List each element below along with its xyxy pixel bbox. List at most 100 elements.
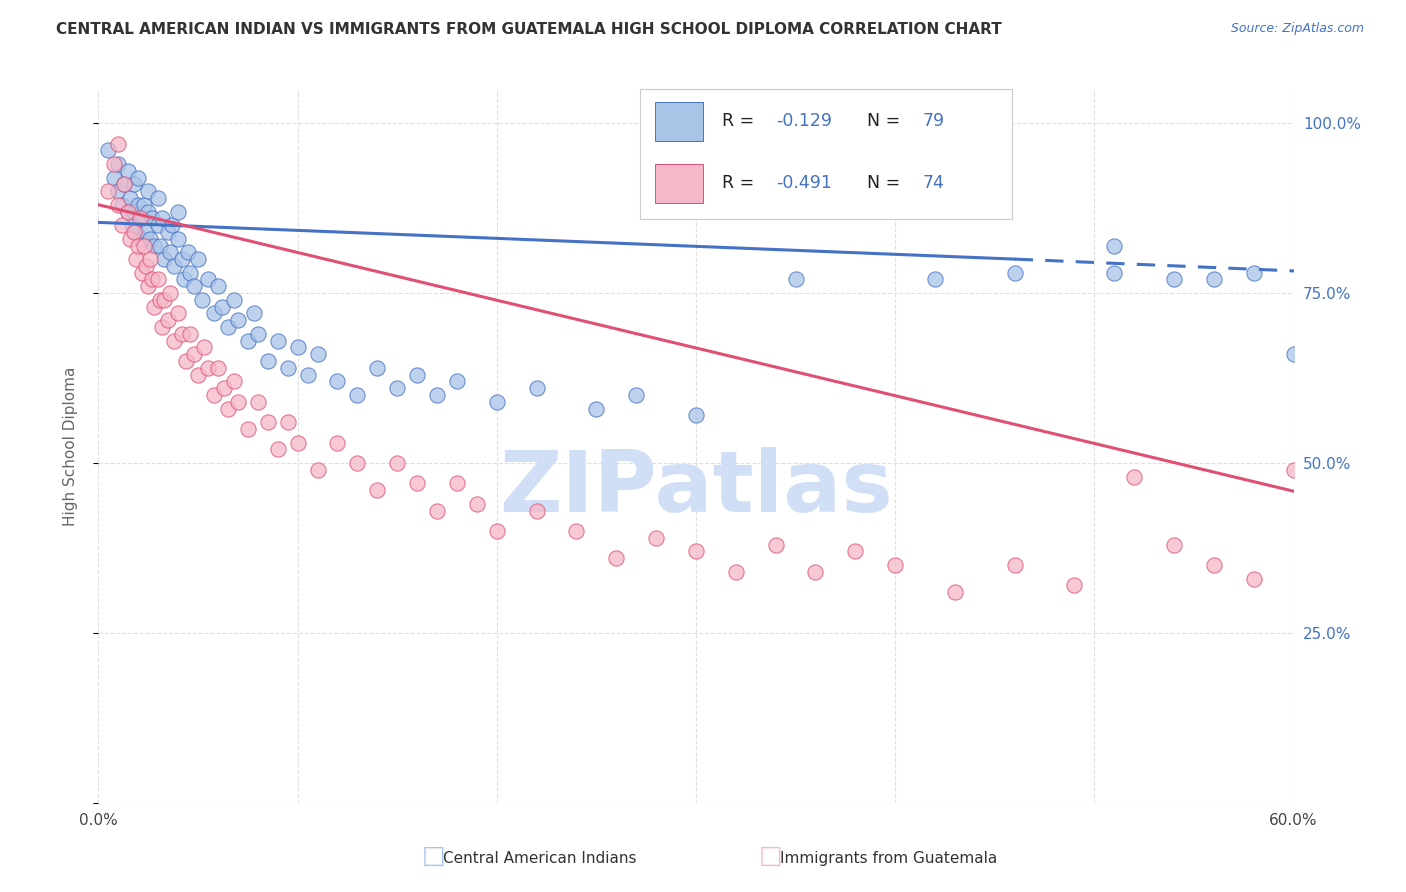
Point — [1004, 266, 1026, 280]
Point — [446, 476, 468, 491]
Point — [131, 211, 153, 226]
Point — [326, 435, 349, 450]
Point — [267, 442, 290, 457]
Point — [112, 178, 135, 192]
Point — [131, 232, 153, 246]
Point — [217, 320, 239, 334]
Point — [287, 341, 309, 355]
Point — [465, 497, 488, 511]
Point — [685, 544, 707, 558]
Point — [173, 272, 195, 286]
Point — [1282, 463, 1305, 477]
Point — [605, 551, 627, 566]
Point — [157, 313, 180, 327]
Point — [585, 401, 607, 416]
Y-axis label: High School Diploma: High School Diploma — [63, 367, 77, 525]
Point — [136, 279, 159, 293]
Text: -0.129: -0.129 — [776, 112, 832, 130]
Point — [426, 388, 449, 402]
Point — [307, 347, 329, 361]
Point — [884, 558, 907, 572]
Point — [1063, 578, 1085, 592]
Point — [526, 381, 548, 395]
Point — [207, 360, 229, 375]
Point — [202, 388, 225, 402]
Point — [117, 204, 139, 219]
Point — [148, 218, 170, 232]
Point — [1243, 266, 1265, 280]
Point — [645, 531, 668, 545]
Point — [222, 375, 245, 389]
Point — [1202, 558, 1225, 572]
Point — [256, 415, 278, 429]
Point — [174, 354, 197, 368]
Point — [183, 279, 205, 293]
Point — [179, 266, 201, 280]
Point — [217, 401, 239, 416]
Point — [125, 225, 148, 239]
Text: -0.491: -0.491 — [776, 174, 831, 192]
Point — [139, 232, 162, 246]
Point — [124, 225, 146, 239]
Point — [127, 198, 149, 212]
Point — [1202, 272, 1225, 286]
Point — [125, 252, 148, 266]
Point — [143, 238, 166, 252]
Point — [148, 272, 170, 286]
Point — [172, 326, 194, 341]
Point — [163, 334, 186, 348]
Point — [565, 524, 588, 538]
Point — [297, 368, 319, 382]
Point — [136, 204, 159, 219]
Point — [765, 537, 787, 551]
Point — [163, 259, 186, 273]
Point — [406, 476, 429, 491]
Point — [135, 259, 157, 273]
Point — [277, 415, 299, 429]
Point — [246, 394, 269, 409]
Point — [167, 232, 190, 246]
Point — [159, 245, 181, 260]
Point — [943, 585, 966, 599]
Point — [97, 184, 120, 198]
Point — [111, 218, 134, 232]
Text: □: □ — [422, 845, 446, 868]
Point — [107, 198, 129, 212]
Point — [124, 178, 146, 192]
Point — [406, 368, 429, 382]
Point — [366, 360, 388, 375]
Point — [131, 266, 153, 280]
Point — [685, 409, 707, 423]
Point — [141, 272, 163, 286]
Text: CENTRAL AMERICAN INDIAN VS IMMIGRANTS FROM GUATEMALA HIGH SCHOOL DIPLOMA CORRELA: CENTRAL AMERICAN INDIAN VS IMMIGRANTS FR… — [56, 22, 1002, 37]
Point — [236, 422, 259, 436]
Point — [136, 184, 159, 198]
Point — [326, 375, 349, 389]
FancyBboxPatch shape — [655, 102, 703, 141]
Point — [1282, 347, 1305, 361]
Text: N =: N = — [868, 174, 905, 192]
Point — [804, 565, 827, 579]
Point — [1163, 272, 1185, 286]
Point — [246, 326, 269, 341]
Point — [134, 198, 156, 212]
Point — [1163, 537, 1185, 551]
Text: □: □ — [759, 845, 783, 868]
Point — [844, 544, 866, 558]
Point — [149, 293, 172, 307]
Point — [1004, 558, 1026, 572]
Point — [1123, 469, 1146, 483]
Point — [485, 394, 508, 409]
Point — [1102, 266, 1125, 280]
Point — [222, 293, 245, 307]
Point — [485, 524, 508, 538]
Point — [385, 381, 409, 395]
Point — [135, 225, 157, 239]
Point — [256, 354, 278, 368]
Point — [117, 204, 139, 219]
Point — [121, 218, 143, 232]
Text: R =: R = — [721, 174, 759, 192]
Point — [127, 238, 149, 252]
Point — [226, 394, 249, 409]
Point — [177, 245, 200, 260]
